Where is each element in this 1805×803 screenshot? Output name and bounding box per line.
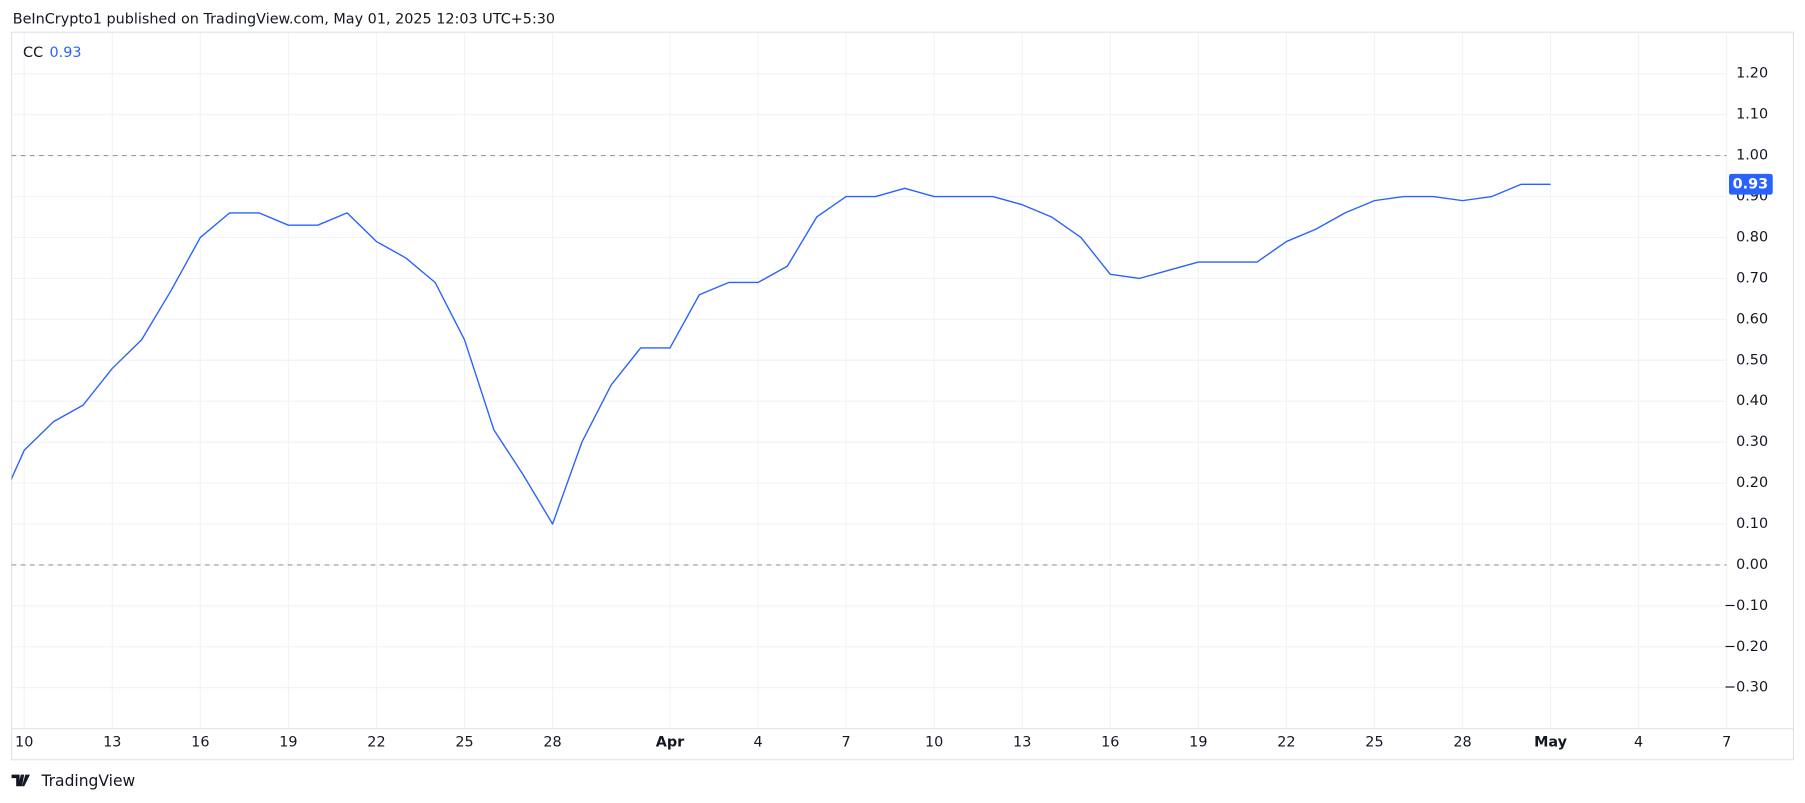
- y-tick-label: 0.20: [1736, 475, 1768, 491]
- legend-value: 0.93: [50, 45, 82, 61]
- x-tick-label: 19: [1189, 734, 1207, 750]
- x-tick-label: 28: [543, 734, 561, 750]
- y-tick-label: 0.40: [1736, 393, 1768, 409]
- y-tick-label: 1.20: [1736, 66, 1768, 82]
- x-tick-label: 22: [367, 734, 385, 750]
- x-tick-label: May: [1534, 734, 1568, 750]
- x-tick-label: 7: [842, 734, 851, 750]
- y-tick-label: 1.10: [1736, 107, 1768, 123]
- axes: −0.30 −0.20 −0.10 0.00 0.10 0.20 0.30 0.40 0.50 0…: [15, 66, 1773, 750]
- y-tick-label: 0.60: [1736, 311, 1768, 327]
- x-tick-label: 10: [15, 734, 33, 750]
- x-tick-label: 4: [1634, 734, 1643, 750]
- x-tick-label: 16: [1101, 734, 1119, 750]
- series-line: [11, 183, 1551, 525]
- y-tick-label: 0.70: [1736, 270, 1768, 286]
- x-tick-label: 4: [753, 734, 762, 750]
- y-tick-label: 1.00: [1736, 148, 1768, 164]
- x-tick-label: 13: [1013, 734, 1031, 750]
- legend-name: CC: [23, 45, 43, 61]
- logo-icon: [11, 774, 30, 787]
- y-tick-label: −0.20: [1724, 639, 1768, 655]
- y-tick-label: 0.00: [1736, 557, 1768, 573]
- chart-frame: [10, 31, 1795, 761]
- last-value-badge: [1728, 173, 1773, 195]
- publish-info: BeInCrypto1 published on TradingView.com…: [13, 12, 555, 28]
- x-tick-label: Apr: [656, 734, 685, 750]
- x-tick-label: 28: [1453, 734, 1471, 750]
- y-tick-label: 0.80: [1736, 229, 1768, 245]
- x-tick-label: 25: [455, 734, 473, 750]
- x-tick-label: 16: [191, 734, 209, 750]
- y-tick-label: −0.10: [1724, 598, 1768, 614]
- y-tick-label: 0.50: [1736, 352, 1768, 368]
- y-tick-label: 0.30: [1736, 434, 1768, 450]
- grid: [11, 32, 1728, 729]
- y-tick-label: 0.10: [1736, 516, 1768, 532]
- footer-logo: TradingView: [11, 772, 136, 790]
- x-tick-label: 7: [1722, 734, 1731, 750]
- x-tick-label: 22: [1277, 734, 1295, 750]
- plot-area: [11, 155, 1727, 566]
- x-tick-label: 13: [103, 734, 121, 750]
- y-tick-label: −0.30: [1724, 680, 1768, 696]
- last-value-label: 0.93: [1733, 176, 1768, 192]
- footer-brand: TradingView: [40, 772, 135, 790]
- x-tick-label: 25: [1365, 734, 1383, 750]
- x-tick-label: 10: [925, 734, 943, 750]
- x-tick-label: 19: [279, 734, 297, 750]
